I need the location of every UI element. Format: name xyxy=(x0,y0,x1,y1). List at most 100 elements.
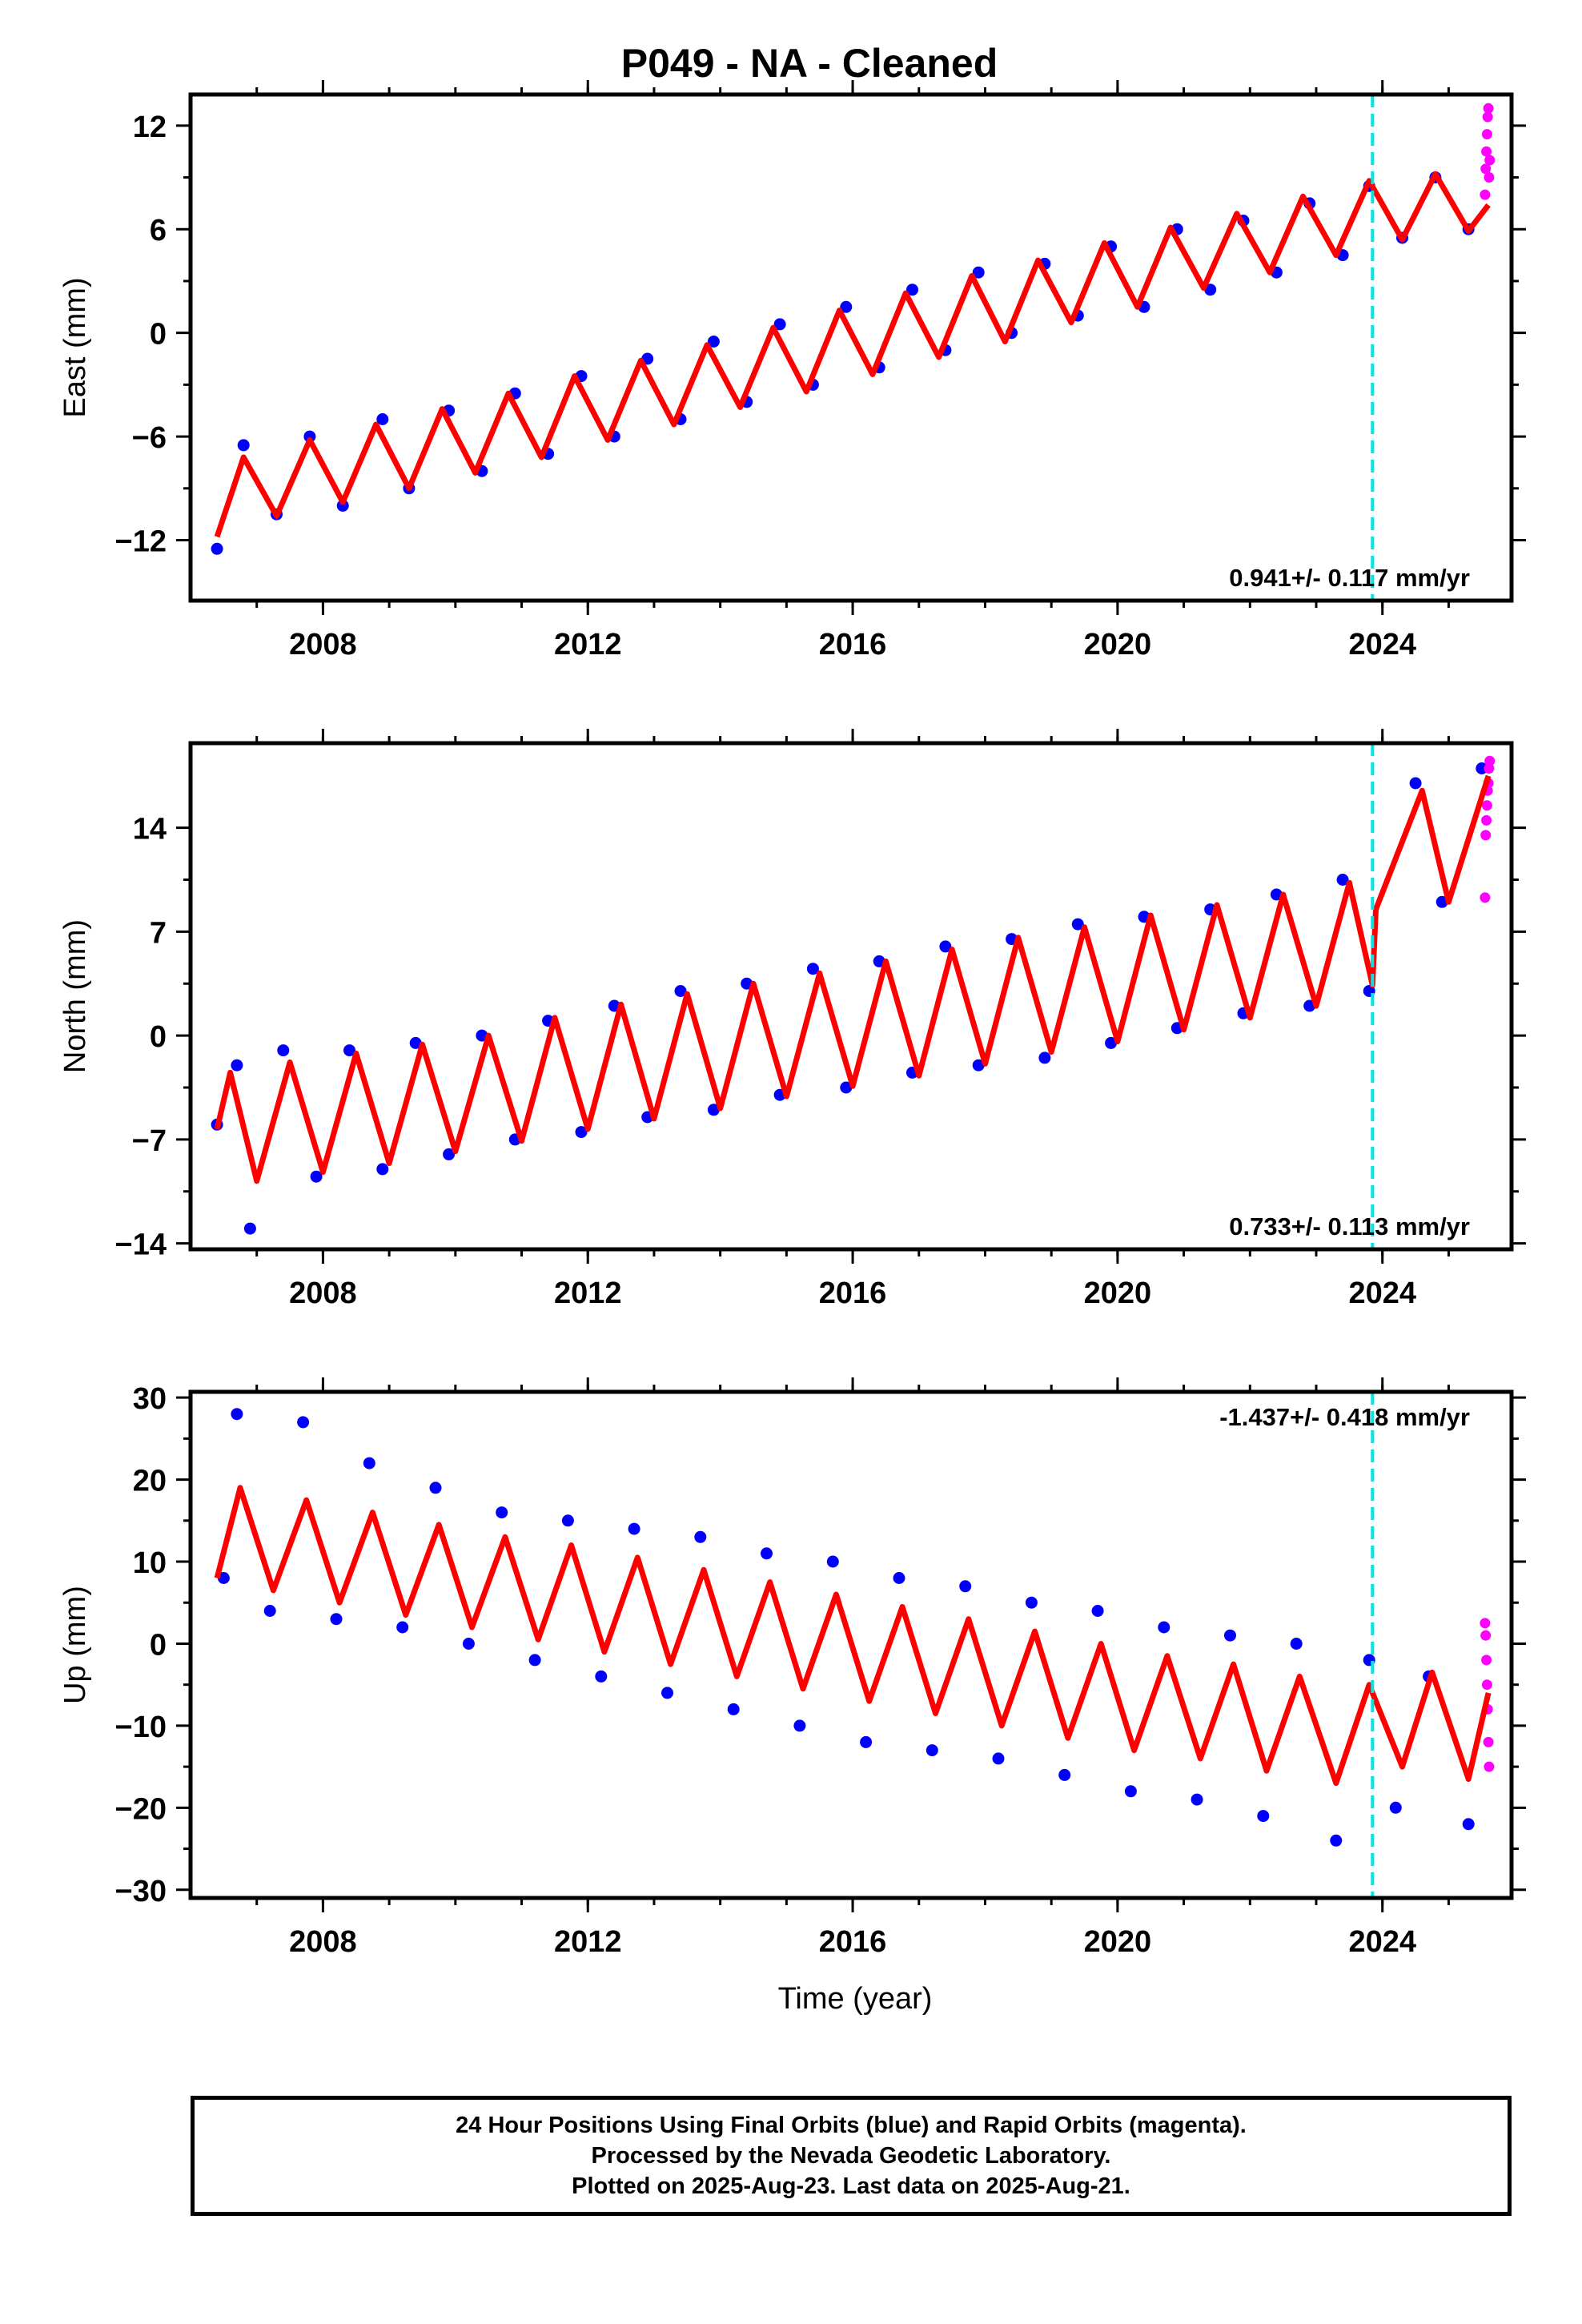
rapid-orbit-point xyxy=(1484,763,1495,774)
panel-2: 2008 2012 2016 2020 2024 −14 −7 0 7 14 North (mm) 0… xyxy=(58,729,1526,1310)
y-tick-label: 20 xyxy=(133,1465,167,1498)
y-tick-label: −10 xyxy=(115,1711,167,1744)
y-tick-label: 14 xyxy=(133,813,167,846)
final-orbit-point xyxy=(840,300,853,313)
rapid-orbit-point xyxy=(1483,1736,1494,1747)
panel-data xyxy=(214,1408,1495,1847)
final-orbit-point xyxy=(972,1059,985,1072)
panel-frame xyxy=(188,92,1514,603)
final-orbit-point xyxy=(1124,1785,1137,1798)
rapid-orbit-point xyxy=(1481,146,1492,157)
velocity-rate-label: -1.437+/- 0.418 mm/yr xyxy=(1219,1403,1470,1431)
final-orbit-point xyxy=(972,266,985,279)
final-orbit-point xyxy=(376,1163,389,1176)
x-tick-label: 2016 xyxy=(819,1277,887,1310)
final-orbit-point xyxy=(336,499,349,512)
final-orbit-point xyxy=(496,1506,508,1519)
panel-data xyxy=(211,103,1496,555)
rapid-orbit-point xyxy=(1481,1655,1492,1666)
y-tick-label: 12 xyxy=(133,111,167,144)
final-orbit-point xyxy=(277,1044,290,1057)
final-orbit-point xyxy=(1191,1793,1203,1806)
final-orbit-point xyxy=(1025,1596,1038,1609)
final-orbit-point xyxy=(906,283,918,296)
panel-data xyxy=(211,755,1496,1235)
final-orbit-point xyxy=(443,1148,456,1160)
final-orbit-point xyxy=(1290,1638,1303,1650)
final-orbit-point xyxy=(231,1408,243,1421)
final-orbit-point xyxy=(893,1572,905,1584)
final-orbit-point xyxy=(429,1482,442,1494)
final-orbit-point xyxy=(826,1555,839,1568)
panel-frame xyxy=(188,741,1514,1252)
x-tick-label: 2020 xyxy=(1084,628,1152,661)
rapid-orbit-point xyxy=(1484,1761,1495,1772)
final-orbit-point xyxy=(237,439,250,452)
x-axis-label: Time (year) xyxy=(778,1982,933,2016)
footer-caption-box: 24 Hour Positions Using Final Orbits (bl… xyxy=(191,2096,1512,2216)
y-tick-label: −12 xyxy=(115,525,167,559)
model-fit-line xyxy=(214,171,1491,538)
final-orbit-point xyxy=(409,1036,422,1049)
final-orbit-point xyxy=(1389,1801,1402,1814)
final-orbit-point xyxy=(926,1744,938,1757)
velocity-rate-label: 0.941+/- 0.117 mm/yr xyxy=(1229,564,1470,592)
rapid-orbit-point xyxy=(1481,814,1492,826)
panels: 2008 2012 2016 2020 2024 −12 −6 0 6 12 East (mm) 0.… xyxy=(58,80,1526,1959)
final-orbit-point xyxy=(263,1605,276,1617)
final-orbit-point xyxy=(1330,1834,1343,1847)
final-orbit-point xyxy=(694,1530,707,1543)
final-orbit-point xyxy=(363,1457,375,1470)
panel-3: 2008 2012 2016 2020 2024 −30 −20 −10 0 10 20 30 Up (… xyxy=(58,1377,1526,1959)
chart-title: P049 - NA - Cleaned xyxy=(621,41,998,86)
final-orbit-point xyxy=(1071,918,1084,931)
final-orbit-point xyxy=(528,1654,541,1667)
final-orbit-point xyxy=(1224,1629,1236,1642)
x-tick-label: 2016 xyxy=(819,1925,887,1959)
final-orbit-point xyxy=(231,1059,243,1072)
rapid-orbit-point xyxy=(1483,103,1494,114)
y-axis-label: North (mm) xyxy=(58,919,92,1073)
rapid-orbit-point xyxy=(1480,892,1491,903)
final-orbit-point xyxy=(840,1081,853,1094)
x-tick-label: 2024 xyxy=(1348,628,1416,661)
y-axis-label: Up (mm) xyxy=(58,1586,92,1704)
final-orbit-point xyxy=(343,1044,355,1057)
final-orbit-point xyxy=(1462,1818,1475,1831)
y-tick-label: 30 xyxy=(133,1382,167,1416)
final-orbit-point xyxy=(674,985,687,997)
y-tick-label: −14 xyxy=(115,1228,167,1262)
final-orbit-point xyxy=(1257,1810,1270,1823)
final-orbit-point xyxy=(959,1580,972,1593)
y-tick-label: 0 xyxy=(150,318,167,352)
final-orbit-point xyxy=(707,1104,720,1116)
final-orbit-point xyxy=(1409,777,1422,790)
rapid-orbit-point xyxy=(1480,1630,1492,1641)
footer-line-2: Processed by the Nevada Geodetic Laborat… xyxy=(591,2143,1111,2169)
rapid-orbit-point xyxy=(1480,1618,1491,1629)
final-orbit-point xyxy=(727,1703,740,1715)
final-orbit-point xyxy=(939,940,952,953)
y-tick-label: −30 xyxy=(115,1875,167,1908)
x-tick-label: 2024 xyxy=(1348,1925,1416,1959)
final-orbit-point xyxy=(595,1670,608,1683)
y-tick-label: 0 xyxy=(150,1628,167,1662)
y-tick-label: 7 xyxy=(150,916,167,950)
final-orbit-point xyxy=(211,542,223,555)
y-tick-label: 10 xyxy=(133,1546,167,1580)
x-tick-label: 2008 xyxy=(289,1277,357,1310)
x-tick-label: 2012 xyxy=(554,1925,622,1959)
rapid-orbit-point xyxy=(1480,830,1492,841)
final-orbit-point xyxy=(992,1752,1005,1765)
rapid-orbit-point xyxy=(1481,1679,1492,1691)
final-orbit-point xyxy=(806,963,819,975)
y-axis-label: East (mm) xyxy=(58,277,92,417)
rapid-orbit-point xyxy=(1480,163,1492,175)
final-orbit-point xyxy=(1158,1621,1170,1634)
final-orbit-point xyxy=(860,1735,873,1748)
x-tick-label: 2008 xyxy=(289,1925,357,1959)
final-orbit-point xyxy=(462,1638,475,1650)
y-tick-label: −7 xyxy=(132,1124,167,1158)
final-orbit-point xyxy=(661,1687,673,1699)
footer-line-3: Plotted on 2025-Aug-23. Last data on 202… xyxy=(572,2173,1130,2199)
